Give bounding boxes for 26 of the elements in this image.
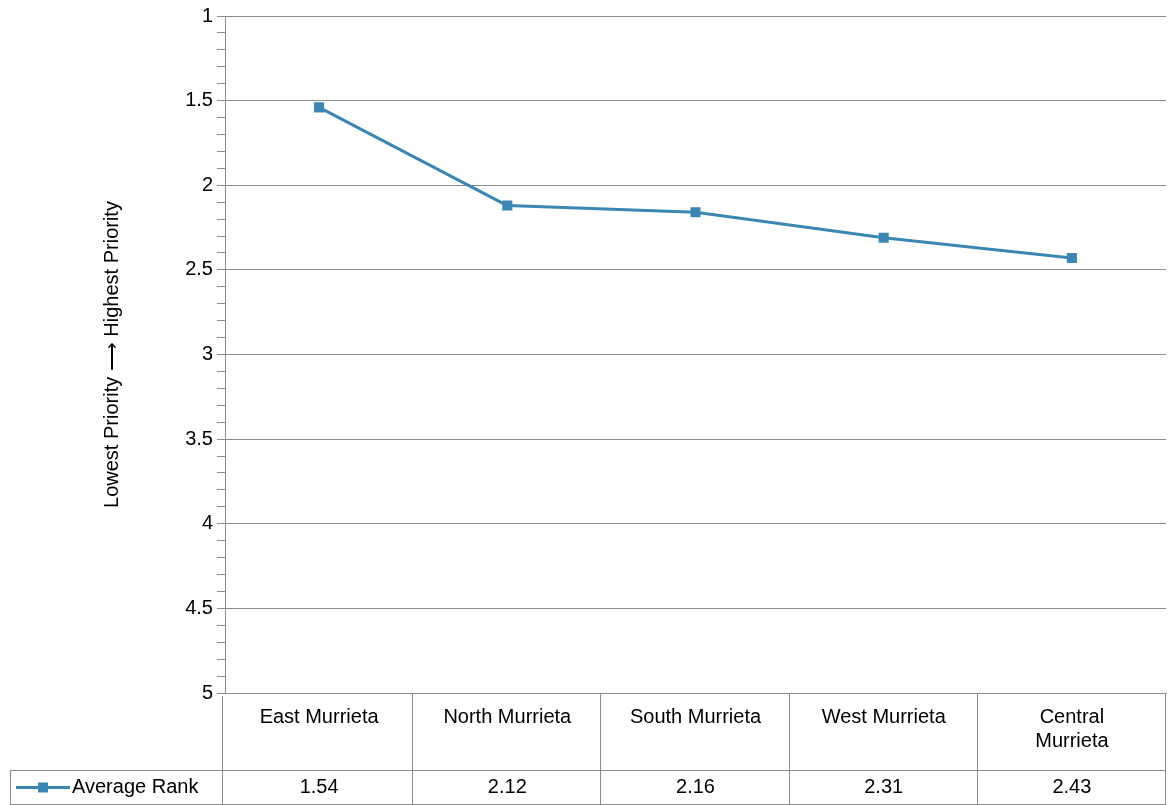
data-label: 2.43 <box>1052 775 1092 798</box>
y-tick-label: 4 <box>201 511 213 534</box>
y-tick-label: 1 <box>201 3 213 26</box>
data-label: 2.12 <box>487 775 527 798</box>
y-tick-label: 2.5 <box>185 257 213 280</box>
point <box>314 102 325 113</box>
y-axis-title: Lowest Priority ⟶ Highest Priority <box>99 201 122 508</box>
y-tick-label: 2 <box>201 172 213 195</box>
data-label: 2.16 <box>676 775 715 798</box>
x-tick-label: East Murrieta <box>259 704 380 727</box>
y-tick-label: 3 <box>201 342 213 365</box>
point <box>690 207 701 218</box>
x-tick-label: West Murrieta <box>821 704 947 727</box>
y-tick-label: 5 <box>201 680 213 703</box>
point <box>1066 252 1077 264</box>
legend-label: Average Rank <box>72 775 200 798</box>
y-tick-label: 3.5 <box>185 426 213 449</box>
x-tick-label: South Murrieta <box>629 704 762 727</box>
y-tick-label: 4.5 <box>185 595 213 618</box>
data-label: 2.31 <box>864 775 904 798</box>
x-tick-label: Central Murrieta <box>1035 704 1110 751</box>
point <box>878 232 889 243</box>
data-label: 1.54 <box>299 775 339 798</box>
y-tick-label: 1.5 <box>185 88 213 111</box>
x-tick-label: North Murrieta <box>443 704 573 727</box>
point <box>502 200 513 211</box>
